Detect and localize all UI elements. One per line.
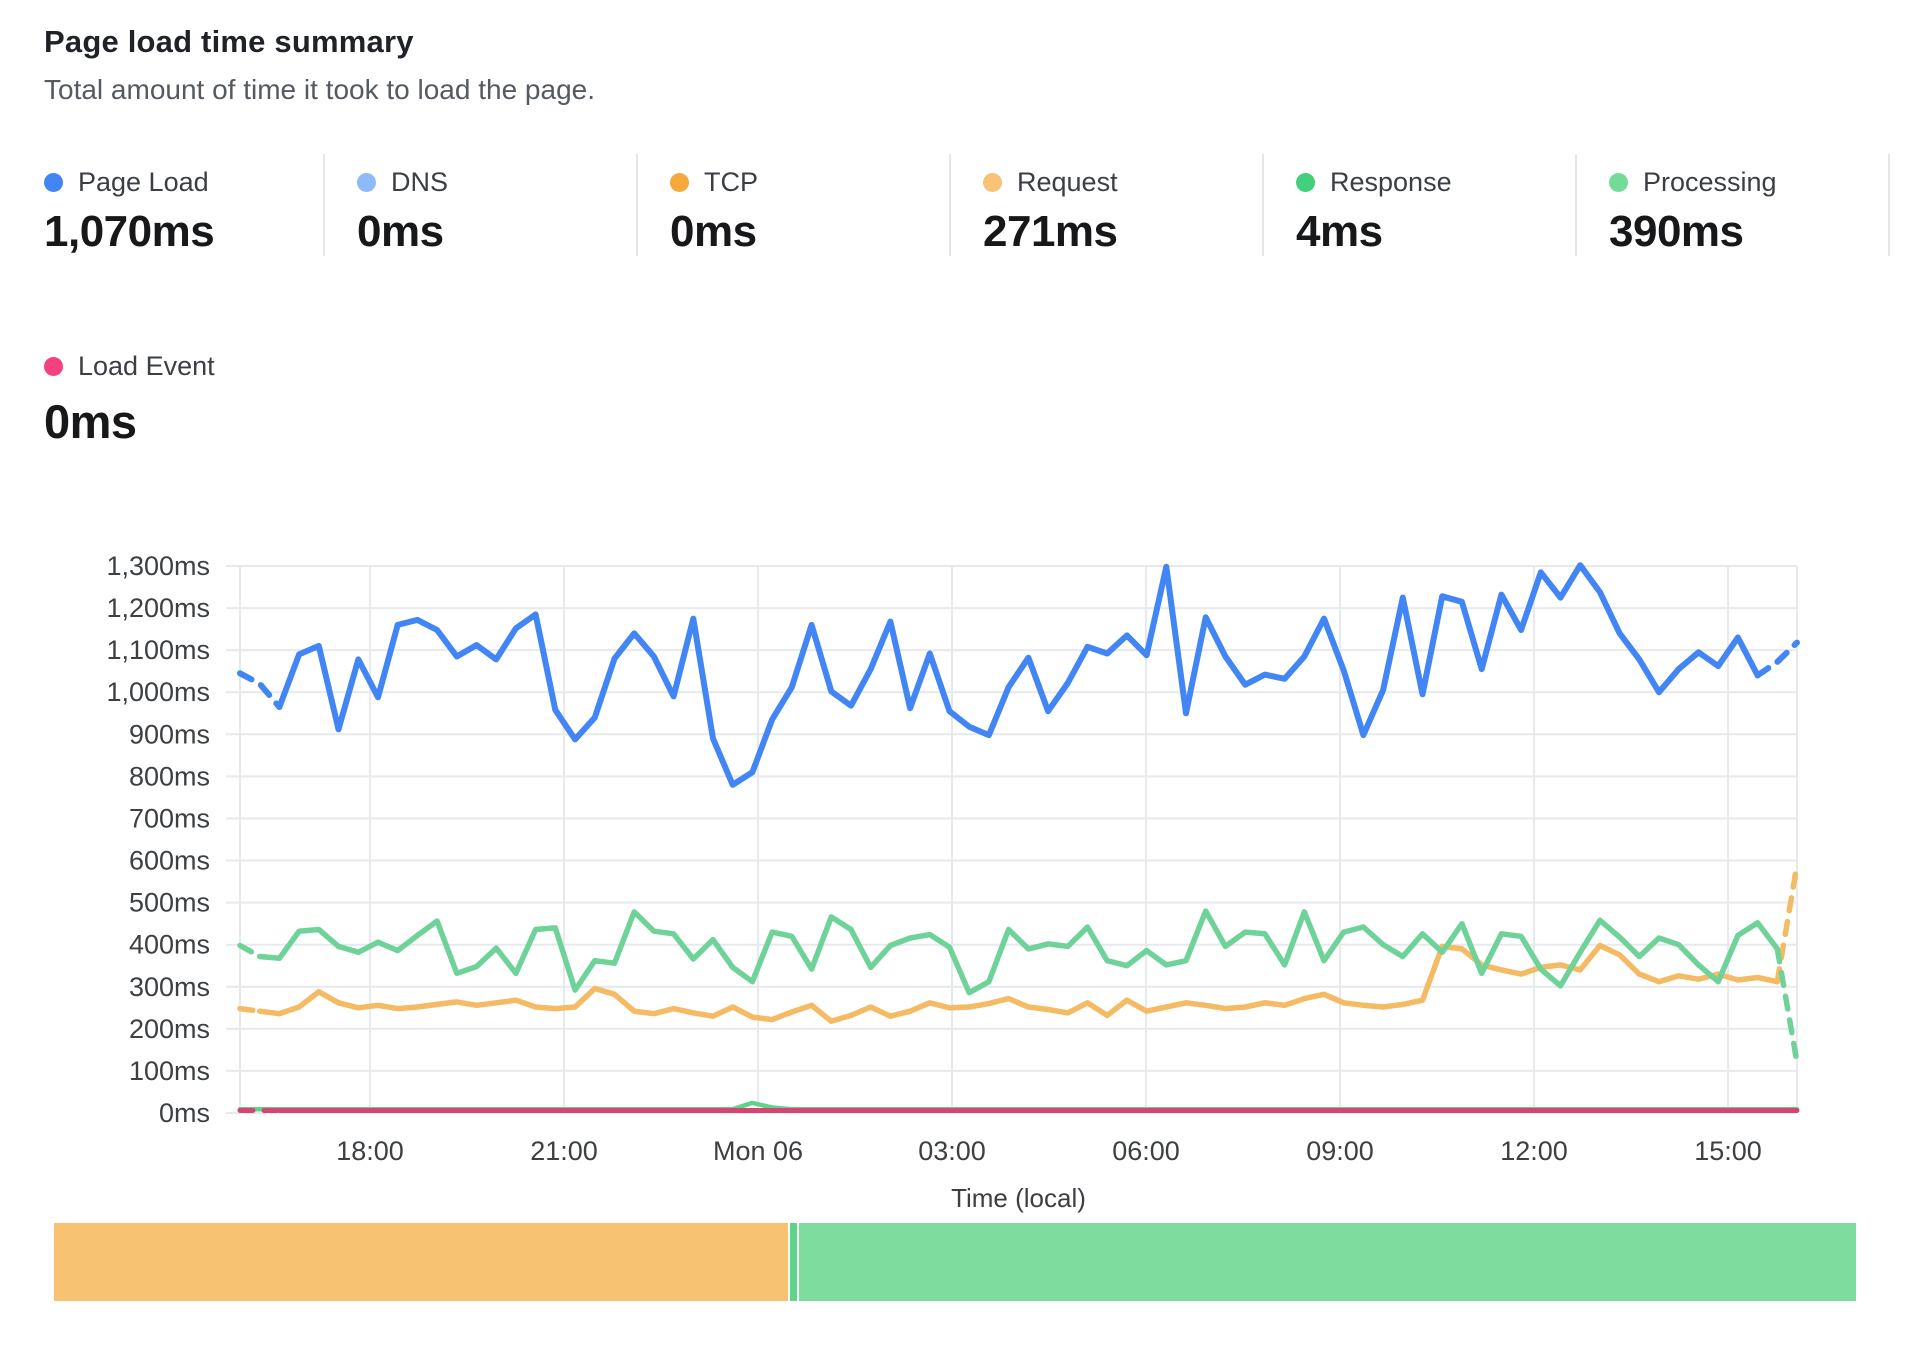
legend-label[interactable]: Page Load [78,166,209,197]
series-dashed-end-request [1774,861,1800,985]
metric-value: 0ms [670,207,757,256]
legend-dot-request[interactable] [983,172,1002,192]
legend-item-request[interactable]: Request [983,166,1262,198]
metric-page-load: Page Load 1,070ms [44,154,323,256]
x-grid-and-labels: 18:00 21:00 Mon 06 03:00 06:00 09:00 12:00 15:0… [239,566,1798,1166]
bar-segment-request-portion [54,1223,788,1301]
x-axis-tick-label: 06:00 [1112,1136,1180,1166]
metric-load-event: Load Event 0ms [44,350,215,449]
legend-item-dns[interactable]: DNS [357,166,636,198]
y-axis-tick-label: 800ms [129,761,210,791]
bar-segment-response-portion [790,1223,797,1301]
series-line-processing [256,908,1781,996]
metric-value: 1,070ms [44,207,215,256]
legend-dot-dns[interactable] [357,172,376,192]
legend-label[interactable]: Load Event [78,350,215,381]
metric-response: Response 4ms [1262,154,1575,256]
y-axis-tick-label: 300ms [129,972,210,1002]
y-axis-tick-label: 0ms [159,1098,210,1128]
legend-item-response[interactable]: Response [1296,166,1575,198]
metric-request: Request 271ms [949,154,1262,256]
series-line-page-load [276,562,1761,788]
metrics-summary-row: Page Load 1,070ms DNS 0ms TCP 0ms Request 271ms… [44,154,1890,256]
legend-dot-tcp[interactable] [670,172,689,192]
y-axis-tick-label: 1,100ms [106,635,210,665]
legend-label[interactable]: Request [1017,166,1118,197]
legend-label[interactable]: DNS [391,166,449,197]
legend-dot-processing[interactable] [1609,172,1628,192]
metric-value: 390ms [1609,207,1744,256]
y-axis-tick-label: 400ms [129,930,210,960]
legend-item-page-load[interactable]: Page Load [44,166,323,198]
x-axis-tick-label: 21:00 [530,1136,598,1166]
y-axis-tick-label: 1,300ms [106,551,210,581]
y-axis-tick-label: 900ms [129,719,210,749]
bar-segment-gap-1 [788,1223,790,1301]
y-axis-tick-label: 600ms [129,846,210,876]
metric-processing: Processing 390ms [1575,154,1890,256]
series-dashed-end-page-load [1754,639,1800,679]
series-page-load [237,562,1800,788]
load-time-chart[interactable]: 0ms 100ms 200ms 300ms 400ms 500ms 600ms 700ms 80… [0,430,1910,1220]
y-grid-and-labels: 0ms 100ms 200ms 300ms 400ms 500ms 600ms 700ms 80… [106,551,1797,1128]
y-axis-tick-label: 1,000ms [106,677,210,707]
legend-label[interactable]: Response [1330,166,1452,197]
metric-value: 271ms [983,207,1118,256]
bar-segment-gap-2 [797,1223,799,1301]
x-axis-tick-label: Mon 06 [713,1136,803,1166]
metric-dns: DNS 0ms [323,154,636,256]
y-axis-tick-label: 100ms [129,1056,210,1086]
metric-value: 0ms [357,207,444,256]
metric-value: 0ms [44,395,137,448]
series-dashed-start-request [237,1005,263,1014]
series-dashed-start-page-load [237,670,283,710]
page-title: Page load time summary [44,24,414,59]
x-axis-tick-label: 12:00 [1500,1136,1568,1166]
series-line-request [256,942,1781,1025]
series-processing [237,908,1800,1066]
x-axis-tick-label: 18:00 [336,1136,404,1166]
legend-item-load-event[interactable]: Load Event [44,350,215,382]
y-axis-tick-label: 700ms [129,803,210,833]
legend-item-processing[interactable]: Processing [1609,166,1888,198]
legend-item-tcp[interactable]: TCP [670,166,949,198]
y-axis-tick-label: 200ms [129,1014,210,1044]
x-axis-tick-label: 03:00 [918,1136,986,1166]
metric-value: 4ms [1296,207,1383,256]
x-axis-title: Time (local) [951,1183,1086,1213]
x-axis-tick-label: 15:00 [1694,1136,1762,1166]
metrics-summary-row-secondary: Load Event 0ms [44,350,215,449]
timing-breakdown-bar [54,1223,1856,1301]
x-axis-tick-label: 09:00 [1306,1136,1374,1166]
page-subtitle: Total amount of time it took to load the… [44,74,596,105]
legend-dot-page-load[interactable] [44,172,63,192]
legend-label[interactable]: TCP [704,166,758,197]
y-axis-tick-label: 1,200ms [106,593,210,623]
series-dashed-start-processing [237,942,263,960]
y-axis-tick-label: 500ms [129,888,210,918]
legend-label[interactable]: Processing [1643,166,1777,197]
legend-dot-response[interactable] [1296,172,1315,192]
bar-segment-processing-portion [799,1223,1856,1301]
series-request [237,861,1800,1025]
legend-dot-load-event[interactable] [44,356,63,376]
metric-tcp: TCP 0ms [636,154,949,256]
series-dashed-end-processing [1774,946,1800,1066]
